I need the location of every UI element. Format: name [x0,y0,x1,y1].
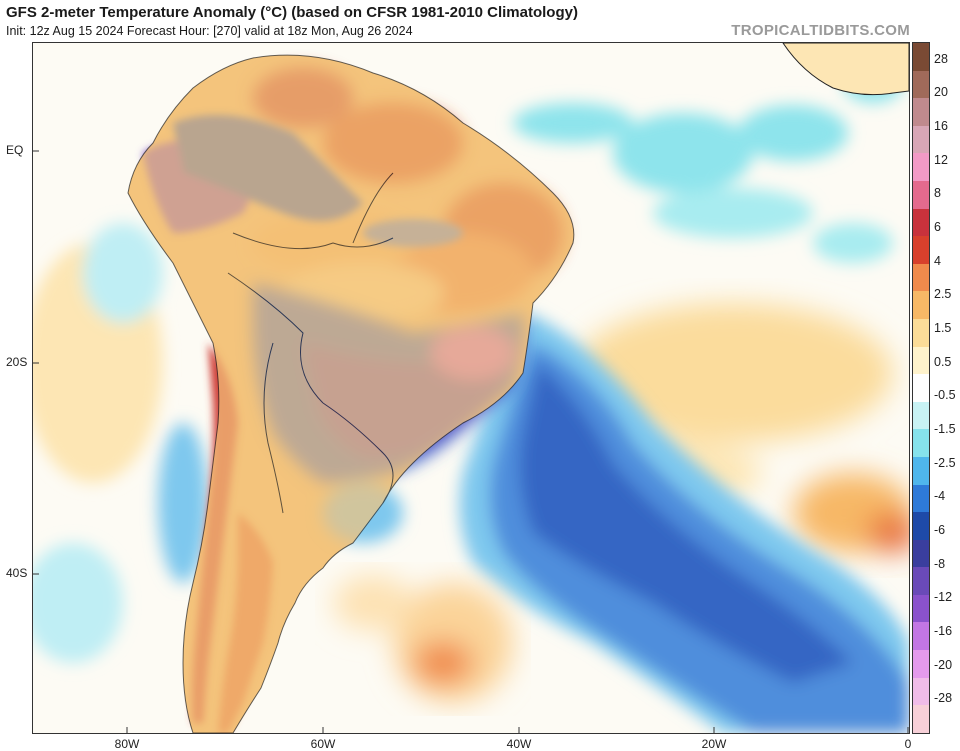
colorbar-swatch [913,374,929,402]
colorbar-label: 8 [934,186,941,201]
warm-anomaly-south-west-atlantic [333,575,513,703]
colorbar-label: -28 [934,691,953,706]
colorbar-label: 28 [934,51,948,66]
colorbar-label: 12 [934,152,948,167]
colorbar-swatch [913,705,929,733]
map-title: GFS 2-meter Temperature Anomaly (°C) (ba… [6,4,578,21]
colorbar-swatch [913,484,929,513]
map-subtitle: Init: 12z Aug 15 2024 Forecast Hour: [27… [6,24,413,38]
graticule-ticks [33,150,909,733]
lon-label-60w: 60W [310,737,336,751]
colorbar-label: -12 [934,590,953,605]
lon-label-0: 0 [904,737,912,751]
lon-label-20w: 20W [701,737,727,751]
colorbar-swatch [913,291,929,319]
colorbar-label: -0.5 [934,388,956,403]
lon-label-40w: 40W [506,737,532,751]
cool-anomaly-south-atlantic [459,313,909,733]
colorbar-swatch [913,429,929,457]
colorbar-label: 20 [934,85,948,100]
colorbar-swatch [913,180,929,209]
colorbar-label: 6 [934,220,941,235]
colorbar-legend [912,42,930,734]
africa-landmass [782,43,909,96]
colorbar-swatch [913,236,929,264]
colorbar-label: -4 [934,489,946,504]
colorbar-label: 16 [934,119,948,134]
colorbar-label: -8 [934,556,946,571]
colorbar-label: 0.5 [934,354,952,369]
colorbar-swatch [913,153,929,181]
colorbar-label: 4 [934,253,941,268]
colorbar-label: 1.5 [934,321,952,336]
lon-label-80w: 80W [114,737,140,751]
colorbar-swatch [913,70,929,99]
colorbar-swatch [913,594,929,623]
colorbar-swatch [913,263,929,292]
colorbar-swatch [913,512,929,540]
colorbar-label: -6 [934,523,946,538]
colorbar-swatch [913,318,929,347]
colorbar-label: -1.5 [934,422,956,437]
anomaly-map [32,42,910,734]
colorbar-label: 2.5 [934,287,952,302]
colorbar-swatch [913,125,929,154]
colorbar-swatch [913,456,929,485]
colorbar-swatch [913,346,929,375]
colorbar-label: -20 [934,657,953,672]
colorbar-swatch [913,43,929,71]
colorbar-swatch [913,98,929,126]
colorbar-swatch [913,622,929,651]
lat-label-20s: 20S [6,355,28,369]
pacific-anomalies [33,223,208,663]
country-borders [127,54,575,733]
colorbar-label: -16 [934,624,953,639]
map-canvas [33,43,909,733]
lat-label-eq: EQ [6,143,24,157]
colorbar-swatch [913,677,929,706]
colorbar-swatch [913,208,929,237]
lat-label-40s: 40S [6,566,28,580]
colorbar-swatch [913,650,929,678]
colorbar-swatch [913,539,929,568]
colorbar-label: -2.5 [934,455,956,470]
brand-watermark: TROPICALTIDBITS.COM [731,22,910,39]
colorbar-swatch [913,401,929,430]
colorbar-swatch [913,567,929,595]
